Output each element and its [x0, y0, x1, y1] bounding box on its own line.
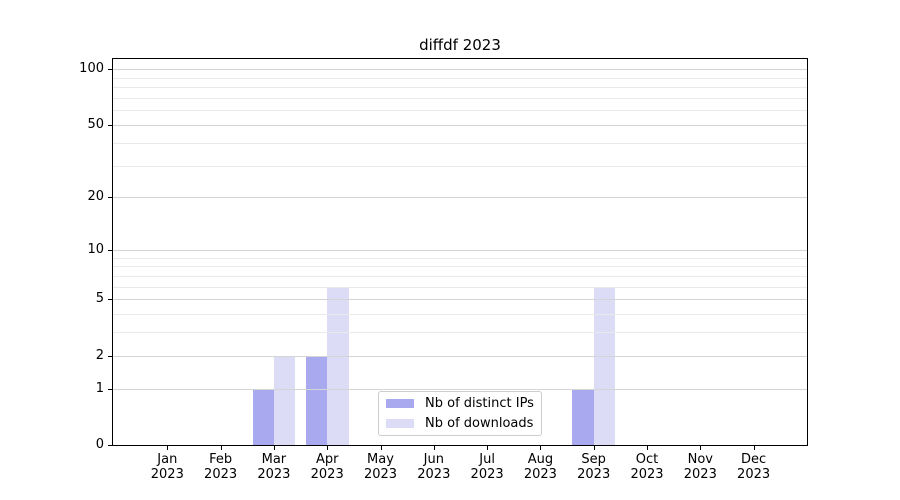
- gridline-major: [112, 69, 808, 71]
- gridline-minor: [112, 87, 808, 89]
- y-tick-mark: [108, 197, 112, 199]
- x-tick-label: Apr 2023: [310, 452, 344, 482]
- x-tick-label: Sep 2023: [577, 452, 611, 482]
- gridline-minor: [112, 77, 808, 79]
- y-tick-mark: [108, 249, 112, 251]
- y-tick-mark: [108, 125, 112, 127]
- x-tick-mark: [753, 446, 755, 450]
- gridline-minor: [112, 110, 808, 112]
- gridline-major: [112, 299, 808, 301]
- x-tick-mark: [220, 446, 222, 450]
- x-tick-label: Dec 2023: [737, 452, 771, 482]
- y-tick-label: 1: [95, 380, 104, 396]
- gridline-minor: [112, 332, 808, 334]
- chart-title: diffdf 2023: [419, 36, 501, 54]
- spine-left: [112, 58, 113, 446]
- x-tick-mark: [540, 446, 542, 450]
- x-tick-mark: [647, 446, 648, 450]
- y-tick-mark: [108, 69, 112, 71]
- x-tick-mark: [273, 446, 275, 450]
- y-tick-mark: [108, 445, 112, 446]
- spine-top: [112, 58, 808, 59]
- x-tick-mark: [327, 446, 329, 450]
- y-tick-label: 50: [87, 117, 104, 133]
- spine-bottom: [112, 445, 808, 446]
- y-tick-label: 0: [95, 437, 104, 452]
- gridline-major: [112, 249, 808, 251]
- gridline-minor: [112, 286, 808, 288]
- bar-distinct-ips-sep: [572, 388, 594, 445]
- spine-right: [807, 58, 808, 446]
- gridline-minor: [112, 314, 808, 316]
- y-tick-mark: [108, 355, 112, 357]
- gridline-minor: [112, 98, 808, 100]
- gridline-minor: [112, 165, 808, 167]
- gridline-major: [112, 125, 808, 127]
- x-tick-mark: [433, 446, 435, 450]
- y-tick-label: 5: [95, 291, 104, 307]
- x-tick-label: May 2023: [363, 452, 398, 482]
- x-tick-label: Jan 2023: [150, 452, 184, 482]
- y-tick-mark: [108, 388, 112, 390]
- gridline-minor: [112, 275, 808, 277]
- y-tick-label: 20: [87, 189, 104, 205]
- legend: Nb of distinct IPs Nb of downloads: [378, 391, 542, 436]
- bar-downloads-sep: [593, 286, 616, 445]
- y-tick-label: 100: [79, 61, 104, 77]
- plot-area: Nb of distinct IPs Nb of downloads: [112, 58, 808, 446]
- legend-label-downloads: Nb of downloads: [425, 415, 534, 431]
- bar-downloads-mar: [273, 355, 296, 445]
- gridline-minor: [112, 142, 808, 144]
- gridline-major: [112, 388, 808, 390]
- y-tick-label: 2: [95, 347, 104, 363]
- x-tick-mark: [700, 446, 702, 450]
- legend-swatch-downloads: [386, 418, 414, 428]
- gridline-major: [112, 355, 808, 357]
- y-tick-label: 10: [87, 241, 104, 257]
- x-tick-mark: [380, 446, 382, 450]
- x-tick-mark: [593, 446, 595, 450]
- legend-label-distinct-ips: Nb of distinct IPs: [425, 396, 534, 412]
- legend-item-distinct-ips: Nb of distinct IPs: [386, 394, 534, 414]
- x-tick-mark: [167, 446, 169, 450]
- x-tick-label: Aug 2023: [523, 452, 557, 482]
- legend-item-downloads: Nb of downloads: [386, 414, 534, 434]
- gridline-minor: [112, 257, 808, 259]
- x-tick-label: Oct 2023: [630, 452, 664, 482]
- legend-swatch-distinct-ips: [386, 399, 414, 409]
- x-tick-mark: [487, 446, 489, 450]
- x-tick-label: Mar 2023: [257, 452, 291, 482]
- y-tick-mark: [108, 299, 112, 301]
- x-tick-label: Jul 2023: [470, 452, 504, 482]
- gridline-minor: [112, 266, 808, 268]
- x-tick-label: Nov 2023: [683, 452, 717, 482]
- gridline-major: [112, 197, 808, 199]
- bar-distinct-ips-apr: [305, 355, 328, 445]
- x-tick-label: Jun 2023: [417, 452, 451, 482]
- bar-downloads-apr: [327, 286, 349, 445]
- x-tick-label: Feb 2023: [204, 452, 238, 482]
- bar-distinct-ips-mar: [252, 388, 274, 445]
